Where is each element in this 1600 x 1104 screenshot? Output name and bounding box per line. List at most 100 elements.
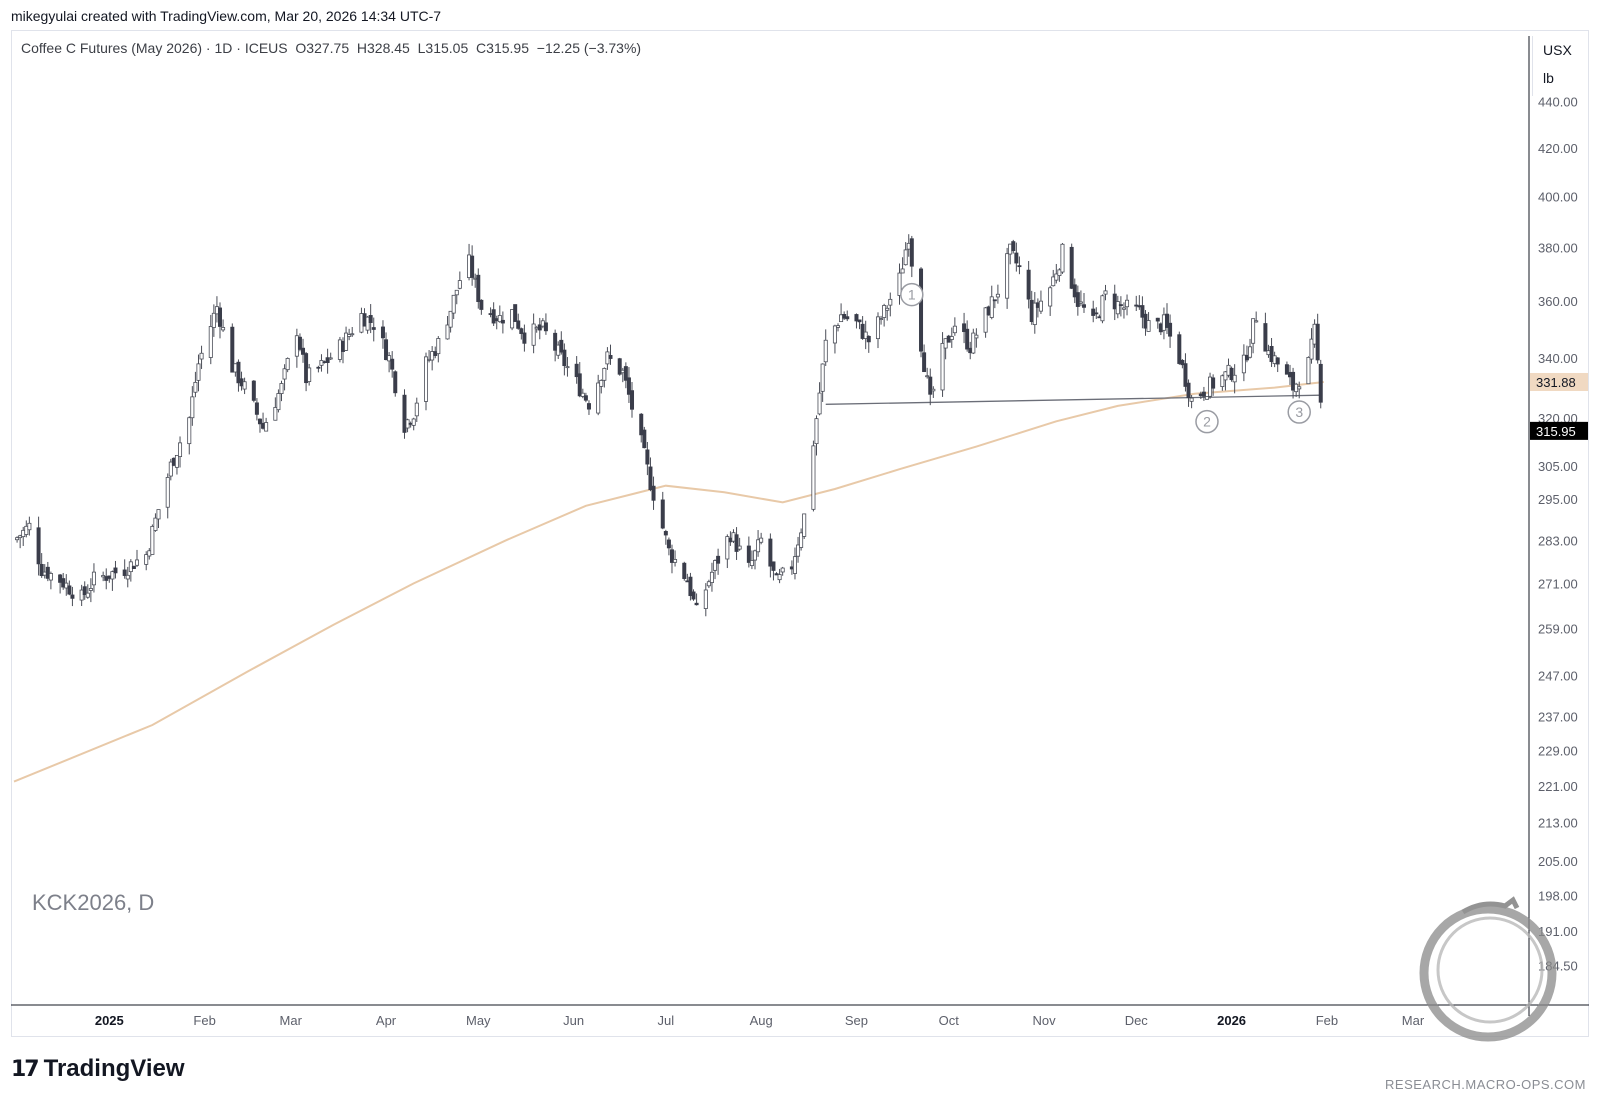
last-price-tag-label: 315.95 [1536, 424, 1576, 439]
time-axis[interactable]: 2025 Feb Mar Apr May Jun Jul Aug Sep Oct Nov Dec 202… [95, 1013, 1425, 1028]
candle-body [150, 525, 155, 555]
price-tick-label: 191.00 [1538, 924, 1578, 939]
candle-body [254, 402, 259, 415]
price-tick-label: 283.00 [1538, 533, 1578, 548]
candle-body [448, 310, 453, 328]
candle-body [777, 574, 782, 581]
candle-body [888, 298, 893, 306]
candles-layer [15, 234, 1323, 617]
candle-body [952, 325, 957, 334]
candle-body [854, 314, 859, 322]
candle-body [1315, 323, 1320, 361]
candle-body [586, 403, 591, 410]
time-tick-label: May [466, 1013, 491, 1028]
ma-price-tag-label: 331.88 [1536, 375, 1576, 390]
candle-body [82, 586, 87, 596]
candle-body [814, 418, 819, 445]
price-tick-label: 360.00 [1538, 294, 1578, 309]
currency-unit[interactable]: USX [1543, 42, 1572, 58]
candle-body [1306, 357, 1311, 385]
candle-body [796, 544, 801, 557]
candle-body [1100, 295, 1105, 322]
candle-body [1269, 345, 1274, 363]
candle-body [1017, 265, 1022, 268]
candle-body [1168, 322, 1173, 337]
candle-body [168, 461, 173, 477]
candle-body [1155, 317, 1160, 322]
candle-body [436, 338, 441, 355]
candle-body [1125, 299, 1130, 308]
price-tick-label: 247.00 [1538, 669, 1578, 684]
candle-body [190, 396, 195, 419]
candle-body [1177, 334, 1182, 364]
candle-body [574, 363, 579, 378]
candle-body [922, 352, 927, 373]
candle-body [165, 477, 170, 508]
candle-body [91, 571, 96, 586]
candle-body [1091, 308, 1096, 316]
candle-body [648, 466, 653, 490]
close-label: C [476, 40, 487, 56]
candle-body [344, 332, 349, 351]
price-tick-label: 229.00 [1538, 744, 1578, 759]
time-tick-label: 2025 [95, 1013, 124, 1028]
candle-body [153, 517, 158, 531]
candle-body [1118, 304, 1123, 307]
symbol-description[interactable]: Coffee C Futures (May 2026) · 1D · ICEUS [21, 40, 288, 56]
candle-body [125, 574, 130, 580]
annotation-label: 3 [1295, 404, 1303, 420]
candle-body [414, 402, 419, 417]
time-tick-label: Mar [1402, 1013, 1425, 1028]
candle-body [666, 539, 671, 549]
candle-body [273, 407, 278, 421]
candle-body [1038, 300, 1043, 312]
candle-body [630, 390, 635, 410]
candle-body [660, 499, 665, 529]
candle-body [965, 328, 970, 350]
candle-body [470, 255, 475, 278]
candle-body [131, 566, 136, 569]
candle-body [577, 373, 582, 397]
candle-body [70, 594, 75, 599]
candle-body [725, 536, 730, 560]
candle-body [1005, 253, 1010, 299]
tradingview-wordmark: TradingView [43, 1055, 185, 1082]
candle-body [1032, 302, 1037, 326]
candle-body [626, 377, 631, 395]
time-tick-label: Feb [1316, 1013, 1338, 1028]
candle-body [1309, 338, 1314, 360]
price-unit-selector[interactable]: USX lb [1532, 36, 1587, 96]
ohlc-legend[interactable]: Coffee C Futures (May 2026) · 1D · ICEUS… [21, 40, 641, 56]
candle-body [45, 566, 50, 579]
annotation-marker-circle [1195, 409, 1219, 434]
candle-body [301, 347, 306, 355]
price-tick-label: 420.00 [1538, 141, 1578, 156]
candle-body [860, 323, 865, 339]
candle-body [411, 418, 416, 426]
neckline-trendline [825, 394, 1321, 405]
candle-body [1054, 273, 1059, 281]
candle-body [931, 388, 936, 392]
price-tick-label: 198.00 [1538, 888, 1578, 903]
candle-body [424, 356, 429, 402]
tradingview-logo[interactable]: 17 TradingView [11, 1055, 185, 1083]
candle-body [134, 559, 139, 566]
high-label: H [356, 40, 368, 56]
open-value: 327.75 [306, 40, 350, 56]
candle-body [479, 299, 484, 310]
candle-body [645, 449, 650, 465]
price-axis[interactable]: 440.00420.00400.00380.00360.00340.00320.… [1538, 95, 1578, 974]
quantity-unit[interactable]: lb [1543, 70, 1554, 86]
candle-body [559, 339, 564, 353]
candle-body [962, 323, 967, 333]
candle-body [799, 532, 804, 548]
high-value: 328.45 [367, 40, 410, 56]
candle-body [1297, 386, 1302, 390]
candle-body [897, 272, 902, 296]
candle-body [599, 380, 604, 387]
time-tick-label: Dec [1125, 1013, 1149, 1028]
candle-body [1072, 284, 1077, 298]
candle-body [491, 309, 496, 324]
candle-body [673, 559, 678, 563]
